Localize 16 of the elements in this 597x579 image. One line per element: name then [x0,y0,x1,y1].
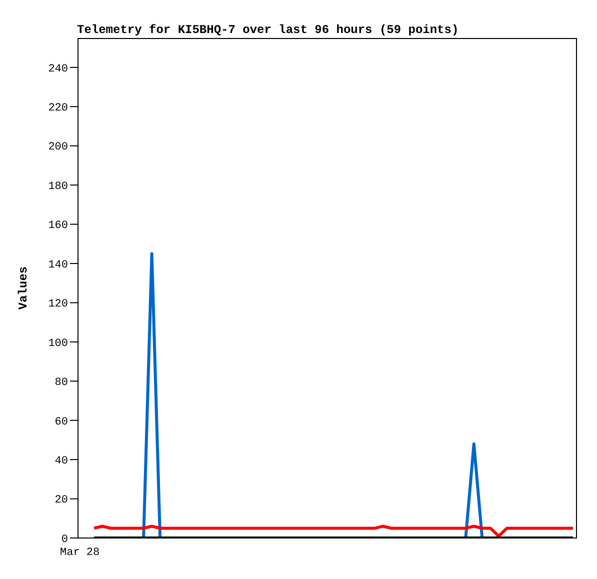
y-tick-label: 180 [48,180,68,193]
y-tick-label: 220 [48,102,68,115]
y-tick-label: 0 [61,534,68,546]
y-tick-label: 40 [54,455,68,468]
y-tick-label: 100 [48,338,68,350]
y-tick-label: 160 [48,220,68,232]
y-tick-label: 20 [54,494,68,507]
y-tick-label: 60 [54,416,68,428]
chart-title: Telemetry for KI5BHQ-7 over last 96 hours (59 points) [77,23,459,37]
y-tick-label: 120 [48,298,68,311]
y-tick-label: 80 [54,377,68,390]
y-tick-label: 240 [48,63,68,76]
y-axis-title: Values [16,266,30,310]
y-tick-label: 200 [48,142,68,154]
y-tick-label: 140 [48,259,68,272]
text: Mar 28 [60,547,100,559]
